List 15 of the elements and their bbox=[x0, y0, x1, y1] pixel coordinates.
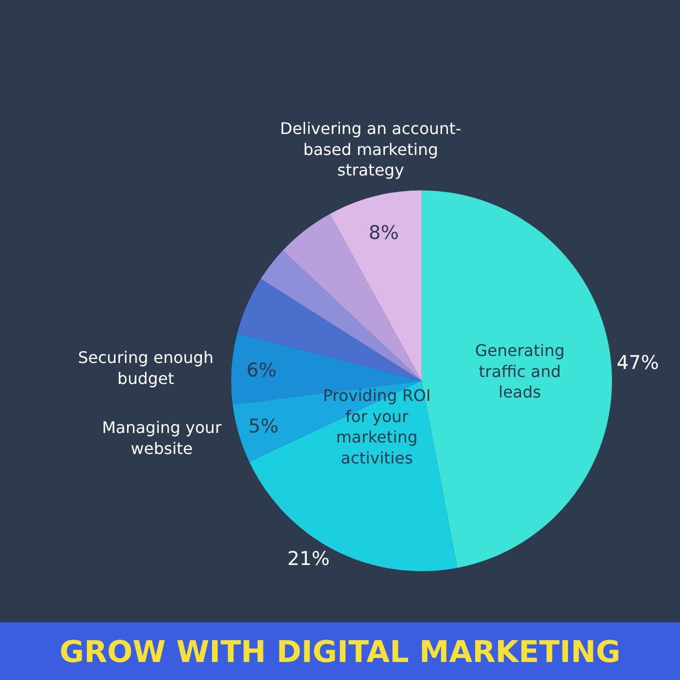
slice-label: Securing enough budget bbox=[78, 348, 214, 388]
data-label: 6% bbox=[246, 360, 277, 382]
data-label: 47% bbox=[616, 352, 659, 374]
slice-label: Providing ROI for your marketing activities bbox=[323, 386, 431, 468]
data-label: 21% bbox=[287, 548, 330, 570]
pie-slice bbox=[282, 214, 422, 381]
text: GROW WITH DIGITAL MARKETING bbox=[59, 634, 621, 670]
data-label: 5% bbox=[248, 416, 279, 438]
slice-label: Generating traffic and leads bbox=[475, 341, 565, 402]
slice-label: Managing your website bbox=[102, 418, 222, 458]
pie-slice bbox=[249, 380, 458, 571]
slice-label: Delivering an account-based marketing strategy bbox=[280, 119, 462, 180]
pie-slice bbox=[237, 278, 422, 381]
data-label: 8% bbox=[368, 222, 399, 244]
pie-slice bbox=[330, 190, 422, 381]
